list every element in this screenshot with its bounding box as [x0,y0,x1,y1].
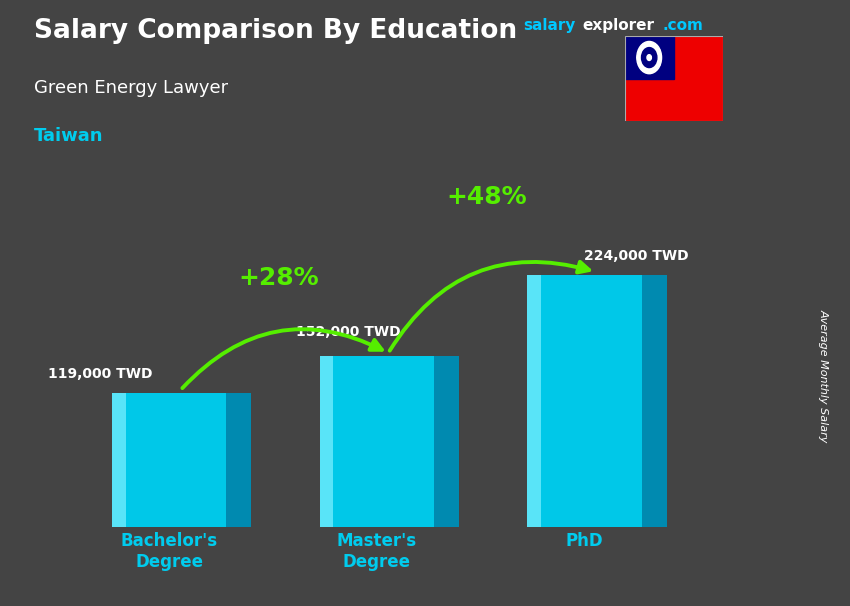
Polygon shape [654,60,660,65]
Text: +28%: +28% [239,266,320,290]
Polygon shape [647,67,651,74]
Polygon shape [638,60,643,65]
Circle shape [647,55,651,61]
Polygon shape [638,50,643,55]
Text: Taiwan: Taiwan [34,127,104,145]
Polygon shape [643,44,647,50]
Bar [625,36,673,79]
Polygon shape [651,65,655,72]
Polygon shape [226,393,252,527]
Text: 224,000 TWD: 224,000 TWD [584,248,688,262]
Circle shape [642,48,657,67]
Polygon shape [642,275,667,527]
Text: 119,000 TWD: 119,000 TWD [48,367,153,381]
Polygon shape [647,41,651,48]
Bar [112,393,126,527]
Bar [320,356,434,527]
Text: +48%: +48% [446,185,527,209]
Polygon shape [656,55,661,60]
Bar [112,393,226,527]
Text: Salary Comparison By Education: Salary Comparison By Education [34,18,517,44]
Bar [528,275,642,527]
Text: salary: salary [523,18,575,33]
Text: explorer: explorer [582,18,654,33]
Text: 152,000 TWD: 152,000 TWD [296,325,400,339]
Bar [320,356,333,527]
Polygon shape [654,50,660,55]
Text: Green Energy Lawyer: Green Energy Lawyer [34,79,228,97]
Text: Average Monthly Salary: Average Monthly Salary [819,309,829,442]
Polygon shape [434,356,459,527]
Polygon shape [637,55,642,60]
Circle shape [637,41,661,74]
Polygon shape [651,44,655,50]
Text: .com: .com [663,18,704,33]
Bar [528,275,541,527]
Polygon shape [643,65,647,72]
